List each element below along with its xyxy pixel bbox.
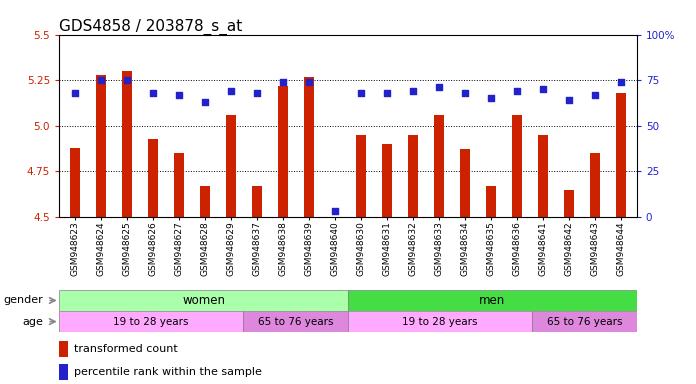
Bar bbox=[532, 311, 637, 332]
Point bbox=[329, 209, 340, 215]
Bar bbox=[59, 364, 68, 380]
Bar bbox=[590, 153, 601, 217]
Point bbox=[407, 88, 418, 94]
Bar bbox=[460, 149, 470, 217]
Point bbox=[512, 88, 523, 94]
Bar bbox=[148, 139, 158, 217]
Bar bbox=[278, 86, 288, 217]
Point bbox=[356, 90, 367, 96]
Point bbox=[303, 79, 315, 85]
Bar bbox=[538, 135, 548, 217]
Point bbox=[381, 90, 393, 96]
Text: 65 to 76 years: 65 to 76 years bbox=[546, 316, 622, 327]
Bar bbox=[486, 186, 496, 217]
Bar bbox=[174, 153, 184, 217]
Point bbox=[95, 77, 106, 83]
Point bbox=[148, 90, 159, 96]
Bar bbox=[408, 135, 418, 217]
Point bbox=[616, 79, 627, 85]
Point bbox=[537, 86, 548, 93]
Text: percentile rank within the sample: percentile rank within the sample bbox=[74, 367, 262, 377]
Bar bbox=[382, 144, 393, 217]
Bar bbox=[348, 311, 532, 332]
Bar bbox=[59, 341, 68, 357]
Point bbox=[590, 92, 601, 98]
Text: 19 to 28 years: 19 to 28 years bbox=[113, 316, 189, 327]
Bar bbox=[348, 290, 637, 311]
Text: GDS4858 / 203878_s_at: GDS4858 / 203878_s_at bbox=[59, 18, 242, 35]
Point bbox=[121, 77, 132, 83]
Bar bbox=[243, 311, 348, 332]
Point bbox=[486, 95, 497, 101]
Point bbox=[278, 79, 289, 85]
Point bbox=[564, 97, 575, 103]
Text: 65 to 76 years: 65 to 76 years bbox=[258, 316, 333, 327]
Point bbox=[173, 92, 184, 98]
Bar bbox=[303, 76, 314, 217]
Point bbox=[226, 88, 237, 94]
Bar bbox=[226, 115, 236, 217]
Bar bbox=[95, 74, 106, 217]
Bar bbox=[512, 115, 522, 217]
Bar bbox=[434, 115, 444, 217]
Text: age: age bbox=[22, 316, 43, 327]
Bar bbox=[59, 290, 348, 311]
Bar bbox=[70, 148, 80, 217]
Point bbox=[251, 90, 262, 96]
Text: 19 to 28 years: 19 to 28 years bbox=[402, 316, 477, 327]
Bar bbox=[122, 71, 132, 217]
Bar bbox=[252, 186, 262, 217]
Text: men: men bbox=[480, 294, 505, 307]
Text: transformed count: transformed count bbox=[74, 344, 177, 354]
Bar bbox=[356, 135, 366, 217]
Text: gender: gender bbox=[3, 295, 43, 306]
Point bbox=[459, 90, 470, 96]
Point bbox=[434, 84, 445, 91]
Bar bbox=[200, 186, 210, 217]
Point bbox=[199, 99, 210, 105]
Bar bbox=[564, 190, 574, 217]
Bar bbox=[59, 311, 243, 332]
Text: women: women bbox=[182, 294, 225, 307]
Bar bbox=[616, 93, 626, 217]
Point bbox=[69, 90, 80, 96]
